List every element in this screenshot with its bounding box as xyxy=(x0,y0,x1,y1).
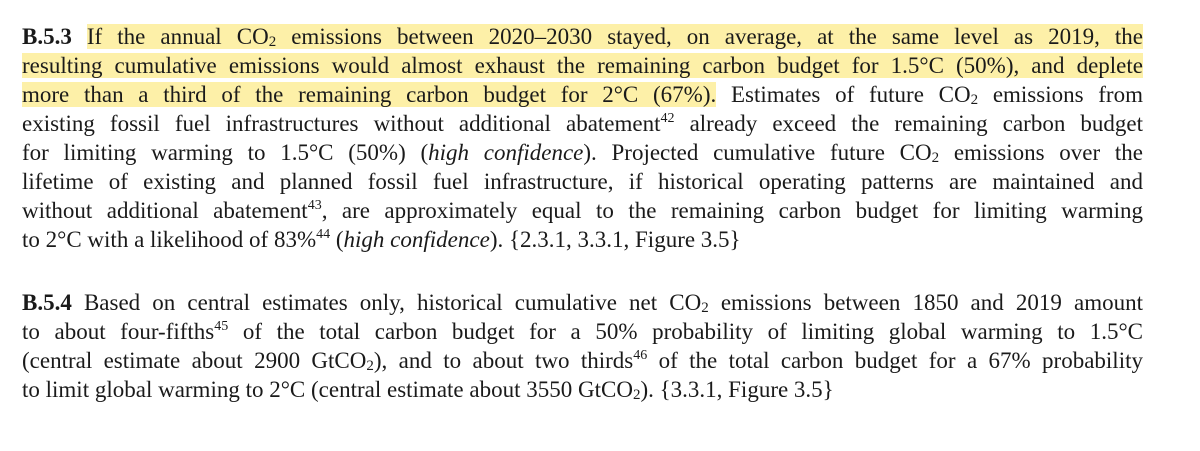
paragraph-spacer xyxy=(22,254,1143,288)
text-line: existing fossil fuel infrastructures wit… xyxy=(22,111,1143,136)
footnote-ref: 42 xyxy=(660,111,675,126)
text-line: B.5.4 Based on central estimates only, h… xyxy=(22,290,1143,316)
footnote-ref: 44 xyxy=(316,227,331,242)
paragraph-label: B.5.3 xyxy=(22,24,72,49)
footnote-ref: 45 xyxy=(214,319,229,334)
highlighted-text: resulting cumulative emissions would alm… xyxy=(22,53,1143,78)
highlighted-text: more than a third of the remaining carbo… xyxy=(22,82,717,107)
paragraph-b-5-4: B.5.4 Based on central estimates only, h… xyxy=(22,288,1143,404)
text-line: resulting cumulative emissions would alm… xyxy=(22,51,1143,80)
document-body: B.5.3 If the annual CO2 emissions betwee… xyxy=(22,22,1143,404)
text-line: to limit global warming to 2°C (central … xyxy=(22,377,834,403)
footnote-ref: 46 xyxy=(633,348,648,363)
text-line: for limiting warming to 1.5°C (50%) (hig… xyxy=(22,140,1143,166)
text-line: lifetime of existing and planned fossil … xyxy=(22,169,1143,194)
text-line: B.5.3 If the annual CO2 emissions betwee… xyxy=(22,22,1143,51)
confidence-label: high confidence xyxy=(343,227,490,252)
text-line: to about four-fifths45 of the total carb… xyxy=(22,319,1143,344)
text-line: without additional abatement43, are appr… xyxy=(22,198,1144,223)
paragraph-label: B.5.4 xyxy=(22,290,72,315)
footnote-ref: 43 xyxy=(307,198,322,213)
paragraph-b-5-3: B.5.3 If the annual CO2 emissions betwee… xyxy=(22,22,1143,254)
highlighted-text: If the annual CO2 emissions between 2020… xyxy=(86,24,1143,50)
confidence-label: high confidence xyxy=(428,140,584,165)
text-line: to 2°C with a likelihood of 83%44 (high … xyxy=(22,227,741,252)
text-line: (central estimate about 2900 GtCO2), and… xyxy=(22,348,1143,374)
text-line: more than a third of the remaining carbo… xyxy=(22,82,1143,108)
